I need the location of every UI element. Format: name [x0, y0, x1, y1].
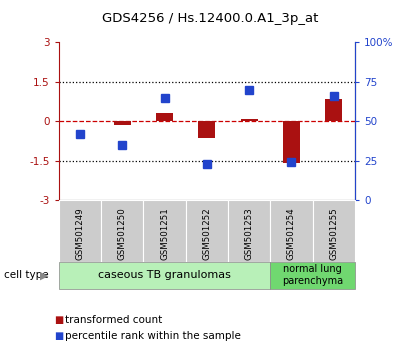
Text: percentile rank within the sample: percentile rank within the sample: [65, 331, 241, 341]
Text: GSM501254: GSM501254: [287, 207, 296, 260]
Text: GSM501251: GSM501251: [160, 207, 169, 260]
Text: ■: ■: [55, 331, 64, 341]
Text: normal lung
parenchyma: normal lung parenchyma: [282, 264, 343, 286]
Bar: [283, 121, 300, 163]
Text: caseous TB granulomas: caseous TB granulomas: [98, 270, 231, 280]
Text: GSM501250: GSM501250: [118, 207, 127, 260]
Text: cell type: cell type: [4, 270, 49, 280]
Text: ▶: ▶: [40, 270, 48, 280]
Text: ■: ■: [55, 315, 64, 325]
Bar: [114, 121, 131, 125]
Bar: [241, 119, 257, 121]
Text: GDS4256 / Hs.12400.0.A1_3p_at: GDS4256 / Hs.12400.0.A1_3p_at: [102, 12, 318, 25]
Text: transformed count: transformed count: [65, 315, 163, 325]
Text: GSM501253: GSM501253: [245, 207, 254, 260]
Text: GSM501249: GSM501249: [76, 207, 84, 260]
Bar: [198, 121, 215, 138]
Bar: [325, 99, 342, 121]
Text: GSM501255: GSM501255: [329, 207, 338, 260]
Bar: [156, 113, 173, 121]
Text: GSM501252: GSM501252: [202, 207, 211, 260]
